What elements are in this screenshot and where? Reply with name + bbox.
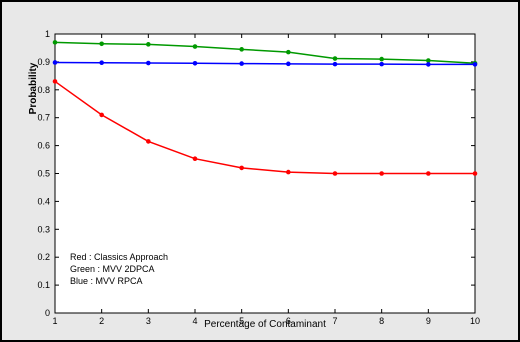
series-point-2 [192,60,198,66]
series-point-2 [426,62,431,67]
series-point-0 [52,79,58,84]
x-tick-label: 2 [99,316,104,326]
x-tick-label: 10 [470,316,480,326]
series-point-0 [472,171,478,176]
series-point-0 [99,112,104,118]
series-point-1 [286,49,291,55]
x-tick-label: 4 [192,316,197,326]
x-tick-label: 6 [286,316,291,326]
y-tick-label: 0 [45,308,50,318]
y-tick-label: 0.5 [37,169,50,179]
x-tick-label: 5 [239,316,244,326]
x-axis-title: Percentage of Contaminant [204,319,326,330]
series-line-2 [54,61,475,66]
legend-notes: Red : Classics Approach Green : MVV 2DPC… [70,252,168,286]
series-point-1 [52,40,58,45]
y-tick-label: 0.9 [37,57,50,67]
series-point-2 [472,62,478,67]
series-point-1 [146,42,151,47]
series-point-0 [286,169,291,175]
y-tick-label: 0.4 [37,196,50,206]
y-tick-label: 0.2 [37,252,50,262]
x-tick-label: 1 [52,316,57,326]
x-tick-label: 7 [332,316,337,326]
series-line-0 [54,80,475,175]
series-point-0 [426,171,431,176]
series-point-0 [332,171,338,176]
x-axis-ticks: 1 2 3 4 5 6 7 8 9 10 [52,34,480,326]
note-blue: Blue : MVV RPCA [70,276,143,286]
x-tick-label: 8 [379,316,384,326]
series-point-0 [379,171,384,176]
y-tick-label: 0.6 [37,141,50,151]
series-point-1 [192,44,198,49]
series-point-1 [99,41,104,47]
y-tick-label: 0.8 [37,85,50,95]
series-point-0 [239,165,244,171]
series-point-1 [379,56,384,62]
y-tick-label: 1 [45,29,50,39]
y-axis-ticks: 0 0.1 0.2 0.3 0.4 0.5 0.6 0.7 0.8 0.9 1 [37,29,475,318]
y-axis-title: Probability [28,62,39,114]
series-point-1 [239,47,244,52]
series-point-2 [146,60,151,66]
series-point-2 [286,61,291,67]
series-point-2 [52,60,58,65]
x-tick-label: 9 [426,316,431,326]
y-tick-label: 0.3 [37,224,50,234]
x-tick-label: 3 [146,316,151,326]
series-point-2 [239,61,244,66]
series-layer [52,40,478,176]
y-tick-label: 0.7 [37,113,50,123]
series-point-0 [146,139,151,144]
note-green: Green : MVV 2DPCA [70,264,155,274]
note-red: Red : Classics Approach [70,252,168,262]
series-point-1 [332,56,338,61]
y-tick-label: 0.1 [37,280,50,290]
series-point-2 [99,60,104,66]
series-point-2 [379,61,384,67]
series-point-2 [332,61,338,67]
series-point-0 [192,156,198,162]
series-point-1 [426,58,431,63]
series-line-1 [54,41,476,65]
